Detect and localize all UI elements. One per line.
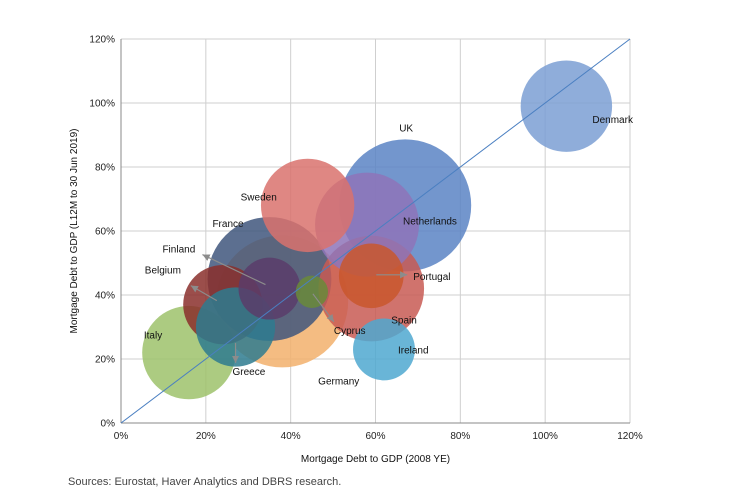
label-finland: Finland — [162, 245, 195, 256]
y-tick-label: 100% — [89, 99, 115, 110]
label-greece: Greece — [233, 367, 266, 378]
arrow-cyprus — [312, 293, 335, 323]
x-tick-label: 0% — [114, 431, 129, 442]
y-tick-label: 0% — [101, 419, 116, 430]
bubbles — [142, 60, 613, 400]
label-spain: Spain — [391, 316, 417, 327]
arrow-belgium — [190, 285, 218, 302]
label-netherlands: Netherlands — [403, 217, 457, 228]
label-ireland: Ireland — [398, 345, 429, 356]
label-denmark: Denmark — [592, 115, 634, 126]
bubble-ireland — [353, 318, 415, 381]
bubble-finland — [238, 257, 301, 320]
y-tick-label: 20% — [95, 355, 115, 366]
label-arrows — [190, 254, 408, 363]
bubble-cyprus — [295, 275, 329, 308]
y-tick-label: 80% — [95, 163, 115, 174]
label-cyprus: Cyprus — [334, 326, 366, 337]
label-belgium: Belgium — [145, 266, 181, 277]
reference-line-group — [120, 38, 631, 424]
data-labels: Germany UK France Netherlands Spain Italy Swed… — [144, 115, 634, 387]
bubble-portugal — [338, 243, 404, 309]
label-italy: Italy — [144, 331, 162, 342]
y-tick-label: 120% — [89, 35, 115, 46]
y-tick-label: 40% — [95, 291, 115, 302]
source-note: Sources: Eurostat, Haver Analytics and D… — [68, 476, 342, 488]
label-sweden: Sweden — [241, 192, 277, 203]
x-tick-label: 20% — [196, 431, 216, 442]
label-uk: UK — [399, 123, 413, 134]
label-portugal: Portugal — [413, 272, 450, 283]
label-germany: Germany — [318, 376, 359, 387]
y-tick-label: 60% — [95, 227, 115, 238]
x-tick-label: 40% — [281, 431, 301, 442]
arrow-finland — [202, 254, 266, 286]
bubble-denmark — [520, 60, 613, 152]
bubble-sweden — [260, 158, 355, 253]
x-axis-title: Mortgage Debt to GDP (2008 YE) — [301, 454, 450, 465]
x-tick-label: 60% — [365, 431, 385, 442]
label-france: France — [212, 219, 244, 230]
tick-labels: 0% 20% 40% 60% 80% 100% 120% 0% 20% 40% 60% 80% 100%… — [89, 35, 642, 443]
x-tick-label: 120% — [617, 431, 643, 442]
reference-line — [120, 38, 631, 424]
x-tick-label: 80% — [450, 431, 470, 442]
x-tick-label: 100% — [532, 431, 558, 442]
y-axis-title: Mortgage Debt to GDP (L12M to 30 Jun 201… — [69, 129, 80, 334]
